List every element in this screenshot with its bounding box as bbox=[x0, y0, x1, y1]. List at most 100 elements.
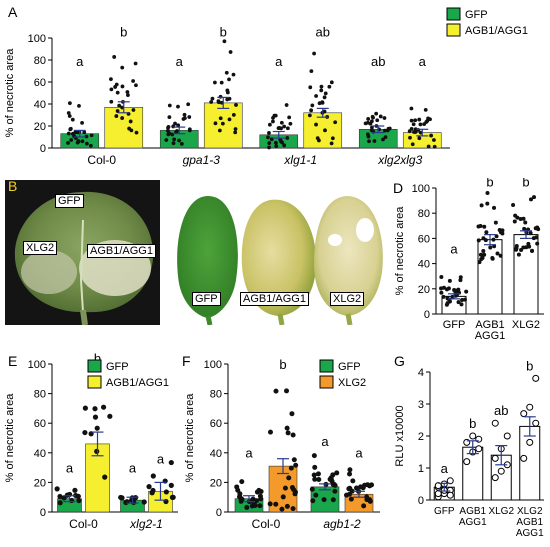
a-data-point bbox=[213, 121, 218, 126]
e-data-point bbox=[150, 473, 156, 479]
a-data-point bbox=[181, 117, 186, 121]
a-data-point bbox=[375, 118, 380, 123]
f-significance-letter: a bbox=[355, 446, 363, 461]
d-data-point bbox=[485, 201, 490, 206]
a-data-point bbox=[233, 127, 238, 131]
a-significance-letter: a bbox=[419, 54, 427, 69]
f-data-point bbox=[288, 465, 294, 471]
g-data-point bbox=[503, 432, 511, 440]
f-data-point bbox=[284, 425, 290, 431]
f-y-axis-label: % of necrotic area bbox=[184, 393, 196, 483]
a-data-point bbox=[309, 108, 314, 113]
a-legend-swatch bbox=[446, 7, 461, 21]
g-data-point bbox=[520, 454, 528, 462]
a-bar bbox=[303, 112, 343, 149]
d-data-point bbox=[523, 220, 528, 225]
a-data-point bbox=[120, 116, 125, 120]
a-data-point bbox=[381, 137, 385, 142]
e-legend-label: GFP bbox=[106, 361, 129, 373]
g-data-point bbox=[491, 454, 499, 462]
a-y-tick-label: 0 bbox=[40, 143, 46, 155]
g-data-point bbox=[526, 403, 534, 411]
a-data-point bbox=[120, 105, 125, 110]
f-data-point bbox=[284, 503, 290, 509]
d-data-point bbox=[441, 285, 446, 290]
d-data-point bbox=[518, 217, 523, 222]
d-data-point bbox=[524, 245, 529, 250]
f-data-point bbox=[279, 506, 285, 512]
f-data-point bbox=[360, 485, 366, 491]
a-data-point bbox=[134, 130, 139, 135]
d-data-point bbox=[490, 256, 495, 261]
a-data-point bbox=[320, 100, 325, 105]
f-data-point bbox=[361, 503, 367, 509]
d-data-point bbox=[521, 216, 526, 221]
a-x-tick-label: Col-0 bbox=[87, 153, 116, 167]
a-data-point bbox=[314, 94, 318, 98]
g-x-tick-label: XLG2 bbox=[517, 506, 543, 517]
a-data-point bbox=[173, 121, 177, 126]
d-x-tick-label: AGB1 bbox=[475, 319, 504, 331]
a-data-point bbox=[227, 77, 231, 82]
a-data-point bbox=[210, 96, 215, 101]
a-data-point bbox=[179, 141, 184, 146]
d-data-point bbox=[522, 226, 527, 231]
e-legend-swatch bbox=[87, 375, 102, 389]
e-data-point bbox=[82, 429, 88, 436]
a-data-point bbox=[323, 128, 327, 133]
g-data-point bbox=[491, 419, 499, 427]
a-data-point bbox=[171, 124, 176, 129]
f-y-tick-label: 80 bbox=[210, 389, 222, 401]
photo-c-label-agb: AGB1/AGG1 bbox=[240, 292, 309, 306]
a-data-point bbox=[67, 101, 72, 106]
e-data-point bbox=[75, 493, 81, 499]
f-data-point bbox=[330, 497, 336, 503]
a-data-point bbox=[287, 115, 292, 120]
f-legend-swatch bbox=[319, 359, 334, 373]
a-data-point bbox=[429, 133, 434, 138]
a-data-point bbox=[269, 137, 274, 142]
a-data-point bbox=[408, 135, 412, 140]
chart-f: F 0 20 40 60 80 100 % of necrotic area a b Col-0 a a… bbox=[182, 353, 380, 531]
d-data-point bbox=[458, 275, 463, 280]
a-data-point bbox=[120, 84, 125, 89]
a-data-point bbox=[314, 122, 318, 127]
a-data-point bbox=[82, 130, 87, 135]
e-y-tick-label: 40 bbox=[34, 448, 46, 460]
a-data-point bbox=[66, 131, 71, 136]
a-data-point bbox=[225, 88, 230, 93]
e-data-point bbox=[149, 490, 155, 496]
a-y-axis-label: % of necrotic area bbox=[4, 48, 16, 138]
d-data-point bbox=[462, 297, 467, 302]
e-data-point bbox=[107, 413, 113, 419]
d-data-point bbox=[498, 230, 503, 235]
a-data-point bbox=[319, 88, 324, 93]
f-data-point bbox=[290, 506, 296, 512]
e-y-tick-label: 20 bbox=[34, 477, 46, 489]
d-data-point bbox=[532, 195, 537, 200]
g-significance-letter: b bbox=[469, 416, 476, 431]
f-data-point bbox=[273, 388, 279, 394]
g-y-tick-label: 2 bbox=[418, 431, 424, 443]
f-data-point bbox=[286, 475, 292, 481]
e-significance-letter: a bbox=[129, 460, 137, 475]
f-data-point bbox=[353, 485, 359, 491]
f-data-point bbox=[367, 498, 373, 504]
d-data-point bbox=[481, 236, 486, 241]
leaf-c-image bbox=[177, 196, 383, 325]
f-data-point bbox=[258, 496, 264, 502]
a-data-point bbox=[315, 136, 320, 141]
a-data-point bbox=[89, 133, 94, 138]
g-x-tick-label: AGG1 bbox=[459, 517, 487, 528]
e-data-point bbox=[141, 499, 147, 505]
a-data-point bbox=[266, 135, 270, 140]
a-significance-letter: ab bbox=[316, 24, 330, 39]
f-data-point bbox=[316, 477, 322, 483]
a-data-point bbox=[176, 104, 180, 109]
a-data-point bbox=[167, 115, 172, 120]
a-data-point bbox=[125, 90, 130, 94]
e-y-tick-label: 80 bbox=[34, 389, 46, 401]
f-data-point bbox=[332, 488, 338, 494]
